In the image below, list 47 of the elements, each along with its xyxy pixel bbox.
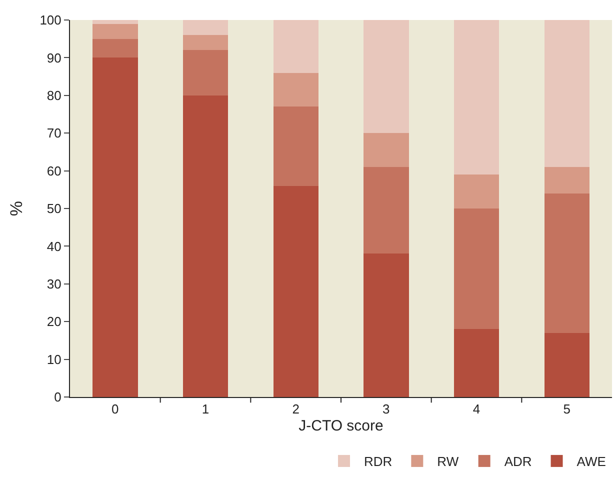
bar	[182, 50, 228, 96]
bar	[273, 186, 318, 397]
bar	[92, 38, 138, 58]
x-tick-label: 3	[382, 402, 390, 417]
legend-label: AWE	[576, 454, 606, 470]
bar	[544, 332, 590, 397]
bar	[364, 167, 409, 254]
bar	[182, 20, 228, 36]
bar	[364, 20, 409, 134]
bar	[364, 254, 409, 397]
legend-label: RDR	[364, 454, 392, 470]
bar	[182, 35, 228, 50]
legend-label: RW	[437, 454, 460, 470]
y-tick-label: 10	[46, 352, 62, 367]
x-tick-label: 0	[112, 402, 119, 417]
x-axis-title: J-CTO score	[298, 418, 384, 435]
y-tick-label: 60	[46, 163, 62, 178]
bar	[544, 20, 590, 168]
x-tick-label: 5	[563, 402, 570, 417]
bar	[92, 24, 138, 39]
x-tick-label: 2	[292, 402, 300, 417]
y-tick-label: 0	[54, 390, 62, 405]
x-tick-label: 1	[202, 402, 210, 417]
bar	[544, 167, 590, 194]
bar	[92, 58, 138, 397]
bar	[454, 329, 500, 397]
y-tick-label: 50	[46, 201, 62, 216]
legend-label: ADR	[504, 454, 532, 470]
bar	[92, 20, 138, 24]
bar	[273, 20, 318, 73]
y-tick-label: 70	[46, 126, 62, 141]
bar	[273, 106, 318, 186]
bar	[454, 208, 500, 330]
bar	[544, 193, 590, 333]
y-tick-label: 20	[46, 314, 62, 330]
y-tick-label: 80	[46, 88, 62, 103]
y-tick-label: 30	[46, 276, 62, 292]
y-tick-label: 90	[46, 50, 62, 66]
x-tick-label: 4	[472, 402, 480, 417]
bar	[454, 174, 500, 208]
bar	[364, 133, 409, 168]
bar	[454, 20, 500, 175]
bar	[182, 95, 228, 397]
y-tick-label: 100	[40, 12, 62, 28]
bar	[273, 72, 318, 107]
y-tick-label: 40	[46, 238, 62, 254]
y-axis-title: %	[7, 200, 26, 216]
